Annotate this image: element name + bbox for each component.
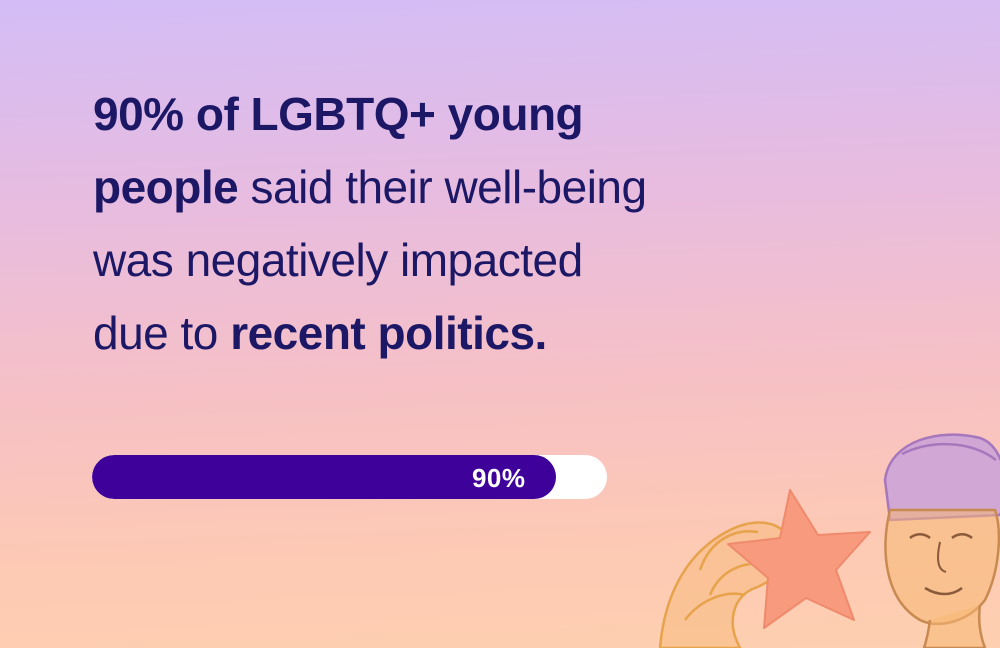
face-shape (884, 508, 1000, 626)
star-shape (727, 489, 871, 629)
headline-line-2: people said their well-being (93, 151, 793, 224)
headline-text: said their well-being (238, 161, 648, 213)
headband-outline (901, 442, 997, 461)
headline-emphasis-people: people (93, 161, 239, 213)
headline-line-3: was negatively impacted (93, 234, 583, 286)
mouth (924, 586, 963, 596)
hair-shape (883, 433, 1000, 522)
eye-left (909, 533, 931, 540)
headline-line-4: due to recent politics. (93, 297, 793, 370)
headline-emphasis-politics: recent politics. (230, 307, 547, 359)
eye-right (951, 533, 973, 540)
headline-text: due to (93, 307, 231, 359)
headline-stat: 90% of LGBTQ+ young (93, 88, 584, 140)
progress-bar-fill: 90% (92, 455, 556, 499)
neck-shape (922, 604, 987, 648)
headline-line-1: 90% of LGBTQ+ young (93, 78, 793, 151)
progress-bar: 90% (92, 455, 607, 499)
headline: 90% of LGBTQ+ young people said their we… (93, 78, 793, 370)
progress-label: 90% (471, 463, 526, 493)
nose (937, 541, 947, 573)
person-holding-star-illustration (658, 433, 1000, 648)
